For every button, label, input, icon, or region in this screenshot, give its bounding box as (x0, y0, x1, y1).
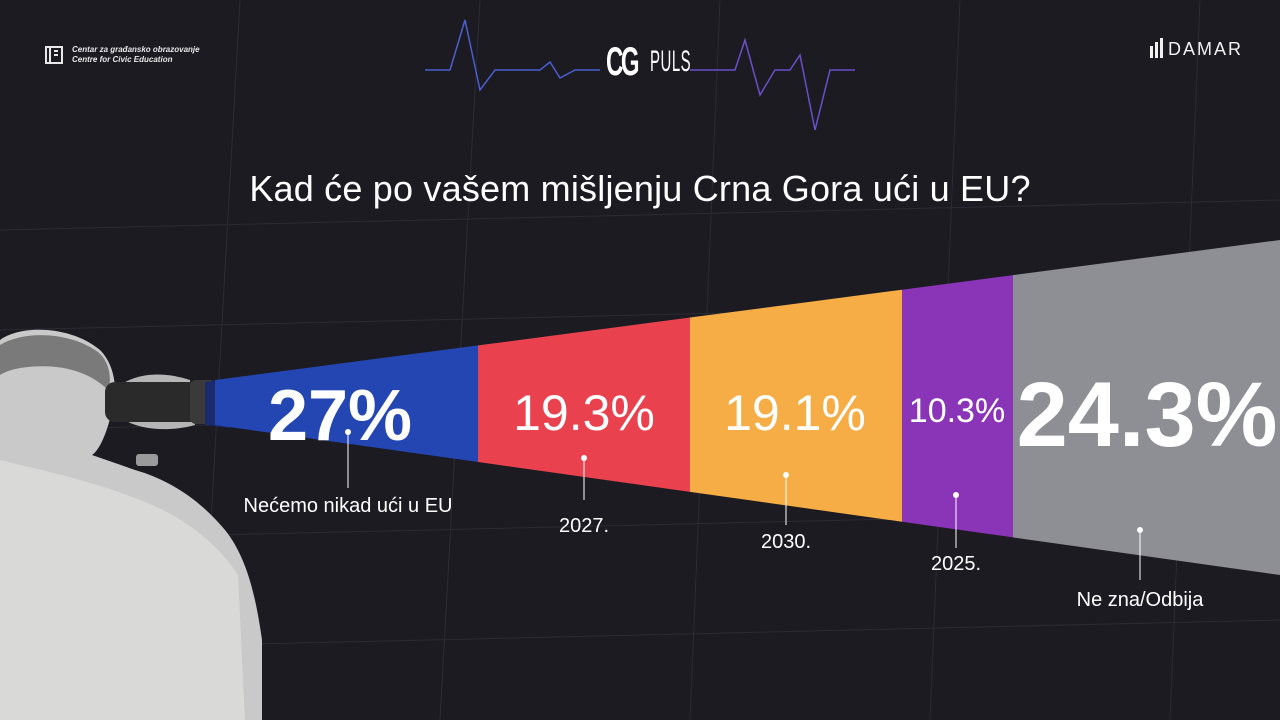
funnel-segment (1013, 240, 1280, 575)
person-with-binoculars-image (0, 329, 262, 720)
brand-puls: PULS (650, 45, 692, 78)
funnel-segment (215, 345, 478, 463)
bar-chart-icon (1150, 38, 1163, 58)
org-left-line2: Centre for Civic Education (72, 55, 173, 64)
category-label: 2027. (559, 515, 609, 537)
value-label: 19.1% (724, 385, 866, 441)
org-right-name: DAMAR (1168, 39, 1244, 59)
value-label: 19.3% (513, 385, 655, 441)
value-label: 24.3% (1017, 364, 1278, 466)
category-label: Nećemo nikad ući u EU (244, 495, 453, 517)
category-label: Ne zna/Odbija (1077, 589, 1205, 611)
chart-title: Kad će po vašem mišljenju Crna Gora ući … (249, 168, 1031, 209)
org-left-line1: Centar za građansko obrazovanje (72, 45, 200, 54)
funnel-segment (478, 317, 690, 492)
brand-logo: CG PULS (606, 42, 732, 82)
org-logo-right: DAMAR (1150, 38, 1243, 58)
value-label: 27% (268, 376, 412, 456)
org-logo-left: Centar za građansko obrazovanje Centre f… (44, 44, 200, 66)
funnel-segment (902, 275, 1013, 538)
funnel-segment (690, 289, 902, 522)
category-label: 2025. (931, 553, 981, 575)
book-icon (45, 46, 63, 64)
category-label: 2030. (761, 531, 811, 553)
value-label: 10.3% (909, 392, 1005, 430)
pulse-line-icon (425, 19, 600, 92)
